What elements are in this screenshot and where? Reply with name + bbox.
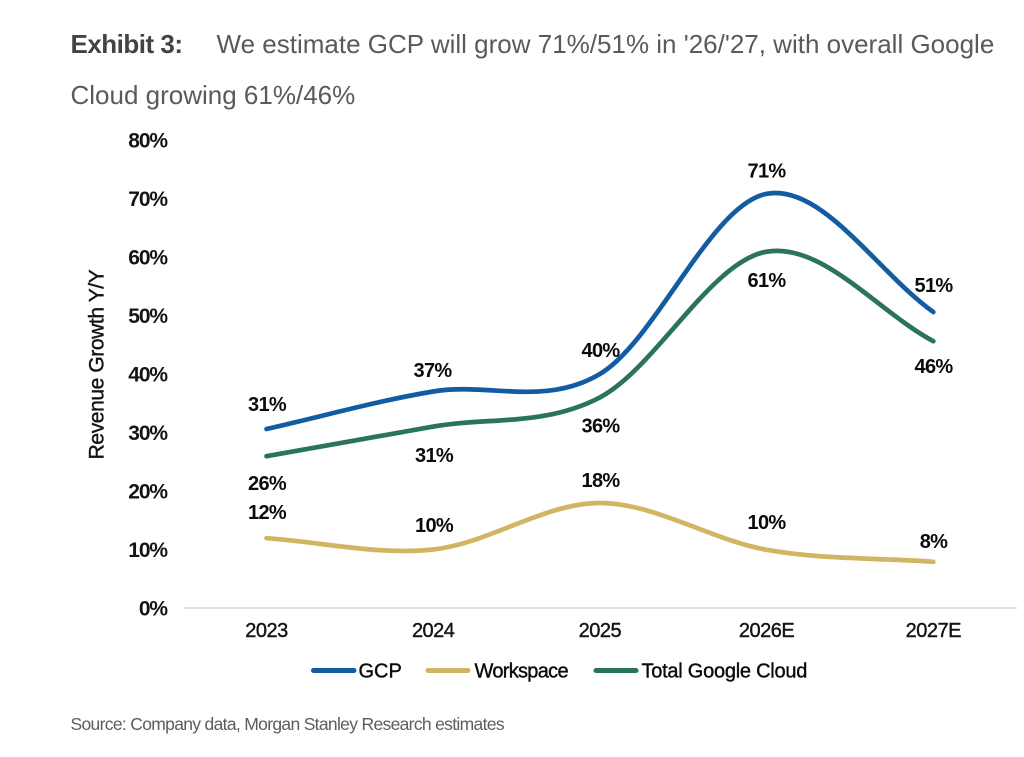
svg-text:70%: 70% (128, 188, 168, 211)
svg-text:30%: 30% (128, 422, 168, 445)
svg-text:2024: 2024 (412, 620, 455, 642)
svg-text:20%: 20% (128, 481, 168, 504)
svg-text:46%: 46% (915, 356, 954, 378)
svg-text:2025: 2025 (579, 620, 622, 642)
svg-text:36%: 36% (582, 416, 621, 438)
svg-text:51%: 51% (915, 275, 954, 297)
svg-text:40%: 40% (128, 364, 168, 387)
svg-text:GCP: GCP (359, 661, 402, 683)
svg-text:50%: 50% (128, 305, 168, 328)
svg-text:18%: 18% (582, 470, 621, 492)
svg-text:Revenue Growth Y/Y: Revenue Growth Y/Y (85, 269, 108, 459)
svg-text:40%: 40% (582, 340, 621, 362)
svg-text:0%: 0% (139, 598, 169, 621)
svg-text:80%: 80% (128, 130, 168, 153)
svg-text:10%: 10% (748, 512, 787, 534)
svg-text:Workspace: Workspace (475, 661, 569, 683)
svg-text:26%: 26% (248, 473, 287, 495)
svg-text:Total Google Cloud: Total Google Cloud (642, 661, 808, 683)
svg-text:12%: 12% (248, 502, 287, 524)
svg-text:37%: 37% (414, 360, 453, 382)
svg-text:10%: 10% (415, 515, 454, 537)
svg-text:61%: 61% (748, 270, 787, 292)
svg-text:8%: 8% (920, 531, 948, 553)
svg-text:31%: 31% (415, 445, 454, 467)
svg-text:2027E: 2027E (906, 620, 961, 642)
svg-text:2026E: 2026E (739, 620, 794, 642)
svg-text:71%: 71% (748, 161, 787, 183)
svg-text:2023: 2023 (245, 620, 288, 642)
svg-text:10%: 10% (128, 539, 168, 562)
svg-text:31%: 31% (248, 394, 287, 416)
svg-text:60%: 60% (128, 247, 168, 270)
